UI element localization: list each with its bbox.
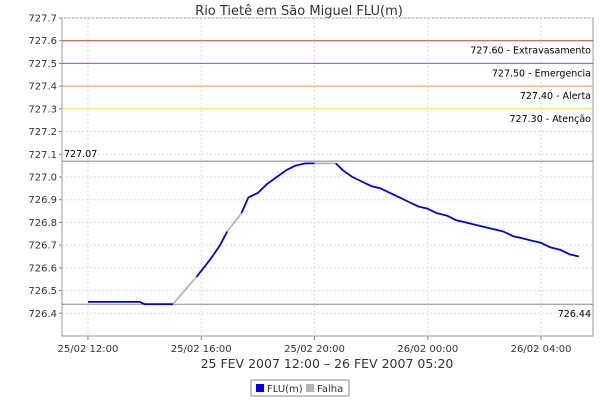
x-tick-label: 25/02 16:00 bbox=[171, 344, 232, 355]
x-tick-label: 25/02 20:00 bbox=[284, 344, 345, 355]
y-tick-label: 727.6 bbox=[28, 36, 57, 47]
legend-swatch-falha bbox=[306, 384, 314, 392]
y-tick-label: 727.7 bbox=[28, 14, 57, 25]
reference-labels: 727.60 - Extravasamento 727.50 - Emergenc… bbox=[64, 46, 591, 320]
series-line-falha bbox=[226, 212, 243, 233]
y-tick-label: 726.4 bbox=[28, 309, 57, 320]
reference-label: 727.07 bbox=[64, 149, 97, 160]
series-line-flu-m bbox=[88, 300, 173, 306]
y-tick-label: 727.3 bbox=[28, 104, 57, 115]
y-tick-label: 727.0 bbox=[28, 173, 57, 184]
legend-box bbox=[250, 379, 350, 397]
reference-label: 727.40 - Alerta bbox=[520, 91, 591, 102]
y-tick-label: 727.5 bbox=[28, 59, 57, 70]
y-tick-label: 727.1 bbox=[28, 150, 57, 161]
y-tick-label: 726.8 bbox=[28, 218, 57, 229]
reference-label: 727.30 - Atenção bbox=[510, 114, 592, 125]
axis-ticks: 726.4 726.5 726.6 726.7 726.8 726.9 727.0 727.1… bbox=[28, 14, 571, 356]
reference-label: 727.50 - Emergencia bbox=[492, 68, 591, 79]
x-tick-label: 25/02 12:00 bbox=[58, 344, 119, 355]
y-tick-label: 727.4 bbox=[28, 82, 57, 93]
legend-label-falha: Falha bbox=[317, 384, 343, 395]
y-tick-label: 726.7 bbox=[28, 241, 57, 252]
legend-label-flu: FLU(m) bbox=[267, 384, 303, 395]
series-line-flu-m bbox=[240, 162, 315, 214]
legend-swatch-flu bbox=[256, 384, 264, 392]
legend: FLU(m) Falha bbox=[250, 379, 350, 397]
y-tick-label: 726.9 bbox=[28, 195, 57, 206]
series-lines bbox=[88, 162, 580, 306]
reference-label: 726.44 bbox=[558, 309, 591, 320]
series-line-falha bbox=[172, 276, 198, 305]
reference-label: 727.60 - Extravasamento bbox=[470, 46, 591, 57]
series-line-flu-m bbox=[335, 162, 580, 258]
x-tick-label: 26/02 04:00 bbox=[511, 344, 572, 355]
reference-lines bbox=[62, 40, 593, 305]
time-range-subtitle: 25 FEV 2007 12:00 – 26 FEV 2007 05:20 bbox=[201, 356, 454, 371]
y-tick-label: 727.2 bbox=[28, 127, 57, 138]
y-tick-label: 726.5 bbox=[28, 286, 57, 297]
y-tick-label: 726.6 bbox=[28, 263, 57, 274]
series-line-flu-m bbox=[195, 231, 228, 278]
x-tick-label: 26/02 00:00 bbox=[397, 344, 458, 355]
chart-title: Rio Tietê em São Miguel FLU(m) bbox=[195, 4, 403, 19]
